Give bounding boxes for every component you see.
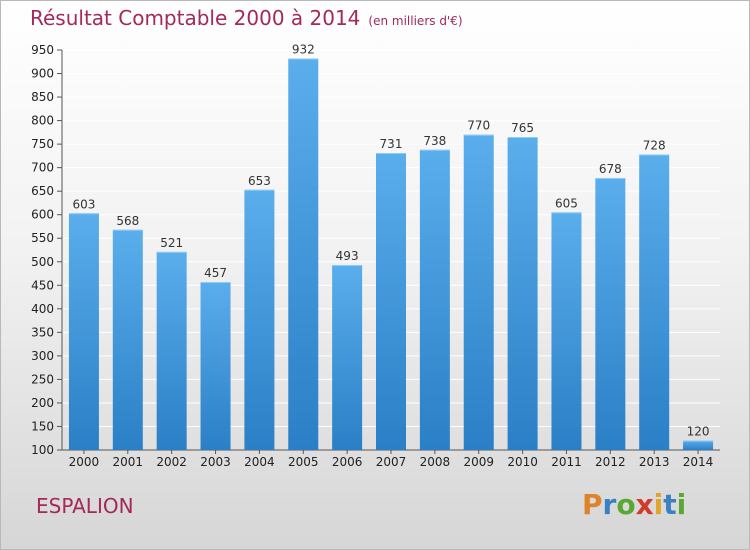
commune-name: ESPALION	[36, 494, 134, 518]
y-tick-label: 400	[31, 302, 54, 316]
x-tick-label-2013: 2013	[639, 455, 670, 469]
x-tick-label-2011: 2011	[551, 455, 582, 469]
value-label-2014: 120	[687, 425, 710, 439]
bar-2005	[288, 58, 319, 451]
y-tick-label: 250	[31, 372, 54, 386]
value-label-2003: 457	[204, 266, 227, 280]
y-tick-label: 950	[31, 43, 54, 57]
y-tick-label: 100	[31, 443, 54, 457]
y-tick-label: 700	[31, 161, 54, 175]
x-tick-label-2014: 2014	[683, 455, 714, 469]
bar-2006	[332, 265, 363, 450]
value-label-2010: 765	[511, 121, 534, 135]
x-tick-label-2010: 2010	[507, 455, 538, 469]
y-tick-label: 800	[31, 114, 54, 128]
y-tick-label: 850	[31, 90, 54, 104]
bar-2003	[200, 282, 231, 450]
bar-2001	[112, 229, 143, 450]
value-label-2001: 568	[116, 214, 139, 228]
value-label-2012: 678	[599, 162, 622, 176]
x-tick-label-2004: 2004	[244, 455, 275, 469]
chart-subtitle: (en milliers d'€)	[368, 14, 463, 28]
value-label-2005: 932	[292, 42, 315, 56]
value-label-2011: 605	[555, 196, 578, 210]
x-tick-label-2003: 2003	[200, 455, 231, 469]
y-tick-label: 200	[31, 396, 54, 410]
bar-2010	[507, 137, 538, 450]
x-tick-label-2001: 2001	[113, 455, 144, 469]
x-tick-label-2005: 2005	[288, 455, 319, 469]
value-label-2008: 738	[423, 134, 446, 148]
bar-2004	[244, 189, 275, 450]
x-tick-label-2002: 2002	[156, 455, 187, 469]
bar-2000	[68, 213, 99, 450]
value-label-2002: 521	[160, 236, 183, 250]
value-label-2006: 493	[336, 249, 359, 263]
bars	[68, 58, 714, 451]
y-tick-label: 450	[31, 278, 54, 292]
bar-2007	[376, 153, 406, 450]
chart-title-block: Résultat Comptable 2000 à 2014 (en millie…	[30, 6, 463, 30]
x-tick-label-2000: 2000	[69, 455, 100, 469]
value-label-2013: 728	[643, 138, 666, 152]
bar-2008	[419, 149, 450, 450]
x-tick-label-2008: 2008	[420, 455, 451, 469]
proxiti-logo: Proxiti	[582, 488, 687, 521]
x-tick-label-2012: 2012	[595, 455, 626, 469]
x-tick-label-2007: 2007	[376, 455, 407, 469]
y-tick-label: 300	[31, 349, 54, 363]
bar-2013	[639, 154, 670, 450]
y-tick-label: 750	[31, 137, 54, 151]
value-label-2000: 603	[72, 197, 95, 211]
y-tick-label: 550	[31, 231, 54, 245]
bar-2011	[551, 212, 582, 450]
bar-2009	[463, 134, 494, 451]
x-tick-label-2006: 2006	[332, 455, 363, 469]
x-tick-label-2009: 2009	[463, 455, 494, 469]
y-tick-label: 500	[31, 255, 54, 269]
value-labels: 603 568 521 457 653 932 493 731 738 770 765 605 678 7…	[72, 42, 709, 438]
bar-2012	[595, 178, 626, 450]
value-label-2009: 770	[467, 119, 490, 133]
value-label-2007: 731	[380, 137, 403, 151]
y-tick-label: 350	[31, 325, 54, 339]
bar-2014	[683, 440, 714, 450]
y-tick-label: 600	[31, 208, 54, 222]
y-tick-label: 150	[31, 419, 54, 433]
bar-2002	[156, 251, 187, 450]
y-tick-label: 900	[31, 67, 54, 81]
chart-title: Résultat Comptable 2000 à 2014	[30, 6, 361, 30]
value-label-2004: 653	[248, 174, 271, 188]
y-tick-label: 650	[31, 184, 54, 198]
